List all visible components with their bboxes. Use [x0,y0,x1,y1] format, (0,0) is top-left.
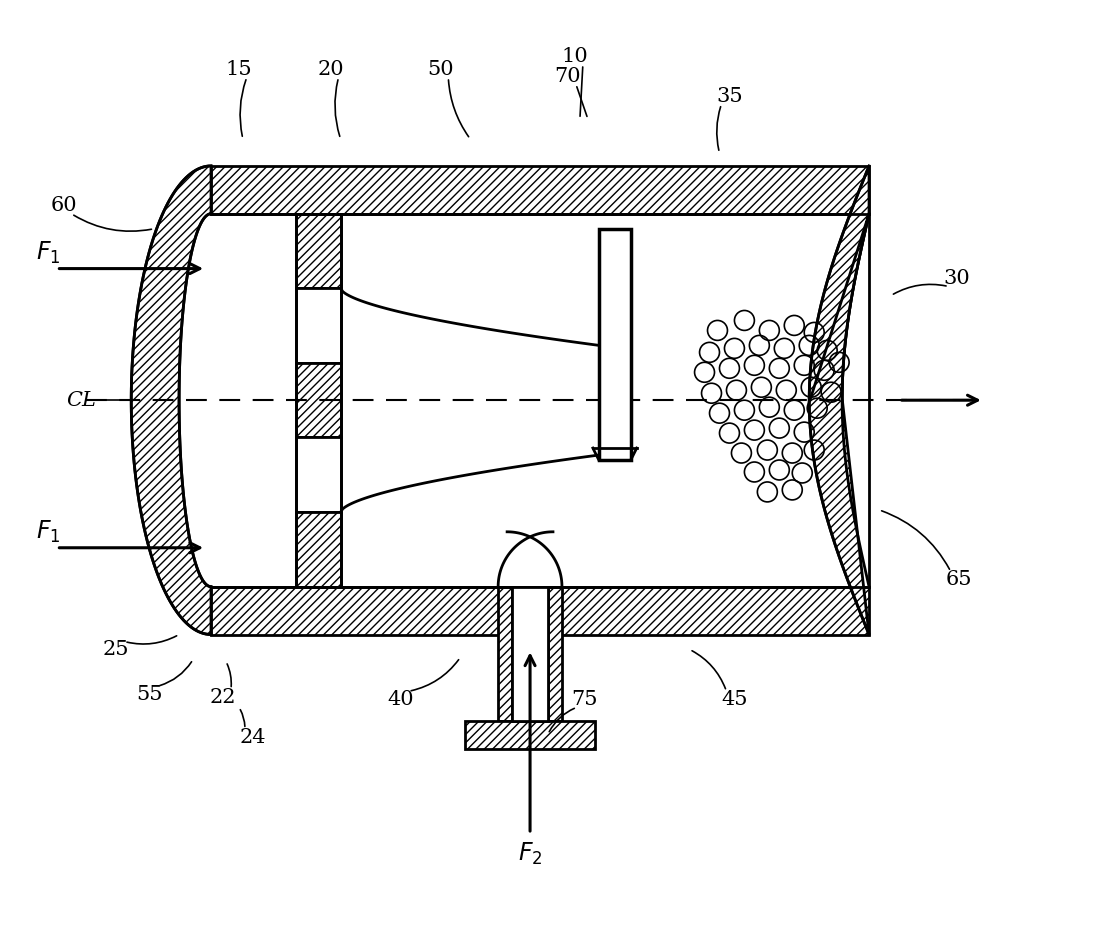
Text: 55: 55 [136,684,162,704]
Bar [295,512,340,586]
Polygon shape [211,214,869,586]
Text: 10: 10 [561,47,589,65]
Text: 30: 30 [943,269,970,288]
Text: 50: 50 [427,60,454,79]
Text: 35: 35 [717,87,743,106]
Text: CL: CL [67,391,96,410]
Bar [295,438,340,512]
Bar [512,586,548,721]
Text: $F_1$: $F_1$ [36,239,61,266]
Text: 20: 20 [317,60,344,79]
Bar [498,586,512,721]
Text: $F_1$: $F_1$ [36,519,61,545]
Polygon shape [810,165,869,403]
Polygon shape [179,214,211,586]
Bar [211,214,869,586]
Text: 60: 60 [50,196,77,215]
Polygon shape [131,165,211,635]
Text: 25: 25 [103,640,129,659]
Bar [295,363,340,438]
Text: 24: 24 [240,727,266,747]
Text: $F_2$: $F_2$ [517,841,543,867]
Text: 45: 45 [721,690,747,709]
Text: 40: 40 [387,690,414,709]
Polygon shape [810,214,869,635]
Text: 15: 15 [225,60,253,79]
Bar [295,288,340,363]
Text: 22: 22 [210,688,236,707]
Bar [465,721,595,749]
Bar [598,229,631,460]
Text: 70: 70 [555,66,581,86]
Bar [548,586,562,721]
Bar [295,214,340,288]
Text: 65: 65 [945,570,973,589]
Text: 75: 75 [572,690,598,709]
Bar [211,586,869,635]
Bar [211,165,869,214]
